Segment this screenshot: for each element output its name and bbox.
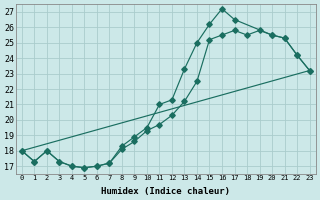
X-axis label: Humidex (Indice chaleur): Humidex (Indice chaleur) bbox=[101, 187, 230, 196]
